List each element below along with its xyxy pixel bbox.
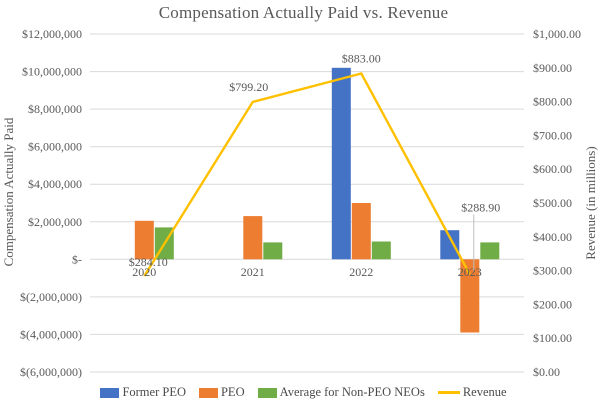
right-axis-tick-label: $900.00 [533,61,572,75]
legend: Former PEO PEO Average for Non-PEO NEOs Rev… [0,385,607,400]
left-axis-tick-label: $- [72,252,82,266]
right-axis-tick-label: $600.00 [533,162,572,176]
bar-peo-2023 [460,259,480,333]
bar-peo-2022 [351,203,371,260]
legend-swatch-average-for-non-peo-neos [257,387,277,398]
right-axis-tick-label: $500.00 [533,196,572,210]
revenue-data-label-2020: $284.10 [129,255,168,269]
bar-former-peo-2022 [331,67,351,260]
revenue-data-label-2023: $288.90 [461,200,500,214]
plot-graphics: 2020 2021 2022 2023 $12,000,000 $10,000,000 $8… [20,27,581,379]
category-label-2020: 2020 [132,265,156,279]
left-axis-tick-label: $(6,000,000) [20,365,82,379]
left-axis-tick-label: $2,000,000 [28,215,82,229]
legend-swatch-revenue [437,391,460,394]
right-axis-tick-label: $200.00 [533,297,572,311]
legend-swatch-former-peo [100,387,120,398]
legend-item-peo: PEO [198,385,245,400]
chart-title: Compensation Actually Paid vs. Revenue [158,3,449,22]
left-axis-tick-label: $10,000,000 [22,65,82,79]
bar-former-peo-2023 [440,230,460,260]
right-axis-tick-label: $1,000.00 [533,27,581,41]
legend-label-peo: PEO [220,385,245,399]
bar-average-for-non-peo-neos-2021 [263,242,283,260]
left-axis-tick-label: $(2,000,000) [20,290,82,304]
right-axis-tick-label: $700.00 [533,128,572,142]
right-axis-tick-label: $100.00 [533,331,572,345]
category-label-2022: 2022 [349,265,373,279]
legend-item-former-peo: Former PEO [100,385,186,400]
right-axis-tick-label: $300.00 [533,264,572,278]
legend-label-former-peo: Former PEO [122,385,186,399]
left-axis-tick-label: $4,000,000 [28,177,82,191]
left-axis-tick-label: $8,000,000 [28,102,82,116]
right-axis-tick-label: $0.00 [533,365,560,379]
revenue-data-label-2021: $799.20 [229,80,268,94]
bar-average-for-non-peo-neos-2023 [480,242,500,260]
left-axis-tick-label: $(4,000,000) [20,327,82,341]
bar-peo-2020 [134,220,154,260]
legend-label-average-for-non-peo-neos: Average for Non-PEO NEOs [279,385,425,399]
left-axis-tick-label: $12,000,000 [22,27,82,41]
right-axis-tick-label: $800.00 [533,95,572,109]
legend-item-revenue: Revenue [437,385,507,400]
revenue-data-label-2022: $883.00 [342,52,381,66]
plot-area: Compensation Actually Paid Revenue (in m… [1,27,598,379]
legend-label-revenue: Revenue [462,385,507,399]
legend-item-average-for-non-peo-neos: Average for Non-PEO NEOs [257,385,425,400]
category-label-2021: 2021 [241,265,265,279]
right-axis-title: Revenue (in millions) [583,146,598,259]
bar-average-for-non-peo-neos-2022 [371,241,391,260]
bar-peo-2021 [243,216,263,260]
revenue-line [143,72,471,277]
right-axis-tick-label: $400.00 [533,230,572,244]
category-label-2023: 2023 [458,265,482,279]
left-axis-title: Compensation Actually Paid [1,117,16,266]
left-axis-tick-label: $6,000,000 [28,140,82,154]
legend-swatch-peo [198,387,218,398]
